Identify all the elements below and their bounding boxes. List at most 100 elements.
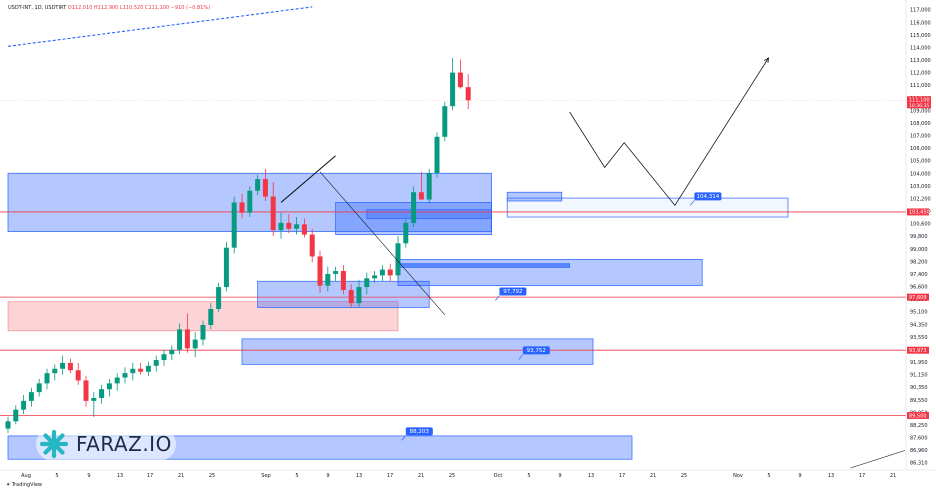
candle-body[interactable]: [208, 308, 214, 326]
candle-body[interactable]: [239, 202, 245, 213]
zone-box[interactable]: [366, 209, 492, 219]
candle-body[interactable]: [5, 421, 11, 429]
level-price-tag: [907, 208, 929, 216]
candle-body[interactable]: [465, 87, 471, 101]
candle-body[interactable]: [83, 380, 89, 401]
faraz-logo-icon: [39, 429, 69, 459]
trend-line[interactable]: [7, 6, 313, 47]
price-tick-label: 115,000: [910, 33, 931, 39]
zone-box[interactable]: [397, 263, 570, 268]
candle-body[interactable]: [67, 362, 73, 371]
candles-layer: [5, 57, 471, 433]
time-tick-label: 13: [356, 473, 362, 479]
candle-body[interactable]: [44, 373, 50, 384]
time-axis[interactable]: Aug 5 9 13 17 21 25 Sep 5 9 13 17 21 25 Oct 5 9 13 17 21 25 N…: [21, 473, 896, 479]
candle-body[interactable]: [99, 389, 105, 398]
candle-body[interactable]: [317, 256, 323, 286]
candle-body[interactable]: [153, 360, 159, 366]
candle-body[interactable]: [340, 271, 346, 290]
candle-body[interactable]: [255, 179, 261, 191]
candle-body[interactable]: [130, 368, 136, 374]
candle-body[interactable]: [270, 196, 276, 231]
candle-body[interactable]: [418, 192, 424, 200]
candle-body[interactable]: [356, 287, 362, 304]
candle-body[interactable]: [177, 329, 183, 350]
trend-line[interactable]: [280, 155, 336, 203]
candle-body[interactable]: [325, 273, 331, 286]
candle-body[interactable]: [364, 278, 370, 288]
time-tick-label: 9: [87, 473, 90, 479]
price-axis[interactable]: 117,000 116,000 115,000 114,000 113,000 112,0…: [907, 8, 931, 467]
candle-body[interactable]: [216, 287, 222, 309]
candle-body[interactable]: [333, 271, 339, 274]
zone-label-box[interactable]: [405, 427, 433, 436]
candle-body[interactable]: [379, 269, 385, 276]
time-tick-label: 9: [798, 473, 801, 479]
candle-body[interactable]: [138, 368, 144, 372]
trend-line[interactable]: [850, 450, 906, 469]
price-tick-label: 91,950: [910, 360, 928, 366]
candle-body[interactable]: [75, 370, 81, 381]
candle-body[interactable]: [91, 397, 97, 401]
candle-body[interactable]: [169, 349, 175, 355]
candle-body[interactable]: [411, 192, 417, 223]
candle-body[interactable]: [247, 190, 253, 213]
zone-labels-layer: 104,314 97,792 93,752 88,203: [401, 192, 722, 441]
trend-line[interactable]: [319, 171, 446, 315]
zone-label-pointer: [690, 200, 695, 206]
candle-body[interactable]: [450, 72, 456, 107]
candle-body[interactable]: [387, 269, 393, 276]
candle-body[interactable]: [36, 383, 42, 393]
candle-body[interactable]: [286, 222, 292, 229]
zone-label-box[interactable]: [499, 287, 527, 296]
candle-body[interactable]: [348, 289, 354, 304]
candle-body[interactable]: [442, 106, 448, 137]
candle-body[interactable]: [457, 72, 463, 88]
candle-body[interactable]: [294, 224, 300, 229]
symbol-label[interactable]: USDT-INT, 1D, USDTIRT: [8, 5, 67, 11]
price-tick-label: 108,000: [910, 121, 931, 127]
time-tick-label: 17: [387, 473, 393, 479]
price-tick-label: 99,000: [910, 247, 928, 253]
logo-spoke: [43, 433, 65, 455]
levels-layer: [0, 100, 906, 416]
candle-body[interactable]: [278, 222, 284, 231]
candle-body[interactable]: [372, 275, 378, 279]
candle-body[interactable]: [28, 392, 34, 401]
candle-body[interactable]: [21, 400, 27, 410]
time-tick-label: 9: [326, 473, 329, 479]
zone-box[interactable]: [506, 191, 563, 202]
candle-body[interactable]: [52, 368, 58, 374]
candle-body[interactable]: [114, 377, 120, 384]
candle-body[interactable]: [301, 224, 307, 235]
price-tick-label: 86,960: [910, 448, 928, 454]
candle-body[interactable]: [13, 409, 19, 422]
tradingview-logo-icon: ✦: [6, 482, 11, 488]
price-tick-label: 107,000: [910, 134, 931, 140]
candle-body[interactable]: [192, 339, 198, 349]
tradingview-credit[interactable]: ✦ TradingView: [6, 482, 42, 488]
candle-body[interactable]: [231, 202, 237, 248]
candle-body[interactable]: [200, 325, 206, 340]
candle-body[interactable]: [395, 243, 401, 276]
candle-body[interactable]: [309, 234, 315, 257]
candle-body[interactable]: [184, 329, 190, 349]
zone-box[interactable]: [397, 258, 703, 286]
price-tick-label: 109,000: [910, 108, 931, 114]
candle-body[interactable]: [403, 222, 409, 244]
candle-body[interactable]: [145, 365, 151, 372]
candle-body[interactable]: [161, 354, 167, 361]
candle-body[interactable]: [60, 362, 66, 369]
zone-label-box[interactable]: [522, 346, 550, 355]
candle-body[interactable]: [426, 173, 432, 200]
candle-body[interactable]: [262, 179, 268, 197]
candle-body[interactable]: [223, 247, 229, 288]
candle-body[interactable]: [122, 373, 128, 378]
price-tick-label: 93,550: [910, 335, 928, 341]
candle-body[interactable]: [434, 136, 440, 174]
zone-label-box[interactable]: [694, 192, 722, 201]
candle-body[interactable]: [106, 383, 112, 390]
projection-path[interactable]: [569, 57, 769, 207]
